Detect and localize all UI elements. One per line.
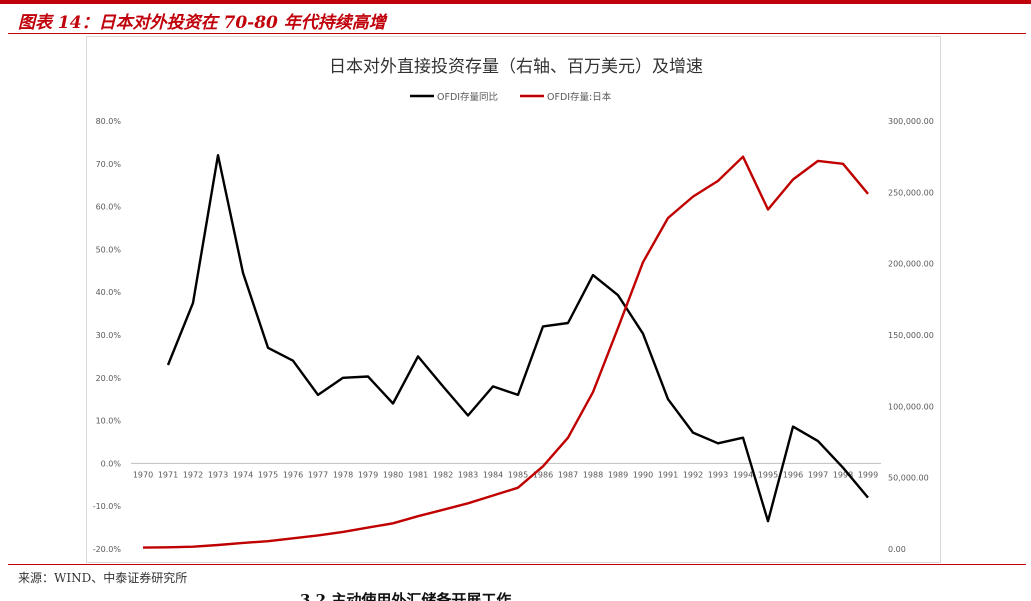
x-tick-label: 1985 — [508, 470, 528, 479]
x-tick-label: 1999 — [858, 470, 878, 479]
x-tick-label: 1972 — [183, 470, 203, 479]
left-tick-label: 40.0% — [96, 288, 122, 297]
right-tick-label: 100,000.00 — [888, 402, 934, 411]
x-tick-label: 1980 — [383, 470, 403, 479]
right-tick-label: 300,000.00 — [888, 117, 934, 126]
x-tick-label: 1970 — [133, 470, 153, 479]
left-tick-label: 0.0% — [101, 459, 122, 468]
x-tick-label: 1998 — [833, 470, 853, 479]
x-tick-label: 1987 — [558, 470, 578, 479]
left-tick-label: 10.0% — [96, 417, 122, 426]
x-tick-label: 1991 — [658, 470, 678, 479]
x-tick-label: 1983 — [458, 470, 478, 479]
axes: 80.0% 70.0% 60.0% 50.0% 40.0% 30.0% 20.0% 10.0%… — [93, 117, 934, 554]
series-line-stock — [142, 155, 869, 549]
left-tick-label: 30.0% — [96, 331, 122, 340]
legend-label: OFDI存量:日本 — [547, 91, 612, 103]
x-tick-label: 1988 — [583, 470, 603, 479]
left-tick-label: 80.0% — [96, 117, 122, 126]
x-tick-label: 1978 — [333, 470, 353, 479]
left-tick-label: -20.0% — [93, 545, 122, 554]
x-tick-label: 1994 — [733, 470, 753, 479]
source-note: 来源：WIND、中泰证券研究所 — [18, 571, 188, 585]
left-tick-label: 50.0% — [96, 245, 122, 254]
x-tick-label: 1976 — [283, 470, 303, 479]
legend: OFDI存量同比 OFDI存量:日本 — [410, 91, 612, 103]
series-line-yoy — [166, 154, 869, 523]
series-group — [142, 154, 869, 549]
x-tick-label: 1997 — [808, 470, 828, 479]
right-tick-label: 50,000.00 — [888, 474, 929, 483]
right-tick-label: 0.00 — [888, 545, 906, 554]
x-tick-label: 1995 — [758, 470, 778, 479]
x-tick-label: 1973 — [208, 470, 228, 479]
left-tick-label: 20.0% — [96, 374, 122, 383]
legend-item-stock: OFDI存量:日本 — [520, 91, 612, 103]
x-tick-label: 1984 — [483, 470, 503, 479]
top-accent-bar — [0, 0, 1031, 4]
x-tick-label: 1975 — [258, 470, 278, 479]
figure-title: 图表 14：日本对外投资在 70-80 年代持续高增 — [18, 13, 386, 33]
x-tick-label: 1990 — [633, 470, 653, 479]
x-tick-label: 1981 — [408, 470, 428, 479]
legend-label: OFDI存量同比 — [437, 91, 498, 103]
right-tick-label: 200,000.00 — [888, 260, 934, 269]
x-tick-label: 1996 — [783, 470, 803, 479]
x-tick-label: 1977 — [308, 470, 328, 479]
right-tick-label: 150,000.00 — [888, 331, 934, 340]
legend-item-yoy: OFDI存量同比 — [410, 91, 498, 103]
left-tick-label: -10.0% — [93, 502, 122, 511]
x-tick-label: 1979 — [358, 470, 378, 479]
x-tick-label: 1974 — [233, 470, 253, 479]
x-tick-label: 1993 — [708, 470, 728, 479]
header-divider — [8, 33, 1026, 34]
x-tick-label: 1986 — [533, 470, 553, 479]
x-tick-label: 1989 — [608, 470, 628, 479]
x-tick-label: 1971 — [158, 470, 178, 479]
footer-divider — [8, 564, 1026, 565]
x-tick-label: 1992 — [683, 470, 703, 479]
chart-title: 日本对外直接投资存量（右轴、百万美元）及增速 — [329, 57, 703, 77]
right-tick-label: 250,000.00 — [888, 188, 934, 197]
left-tick-label: 70.0% — [96, 160, 122, 169]
chart-panel — [86, 36, 941, 563]
x-tick-label: 1982 — [433, 470, 453, 479]
left-tick-label: 60.0% — [96, 203, 122, 212]
section-heading: 3.2 主动使用外汇储备开展工作 — [300, 591, 512, 601]
